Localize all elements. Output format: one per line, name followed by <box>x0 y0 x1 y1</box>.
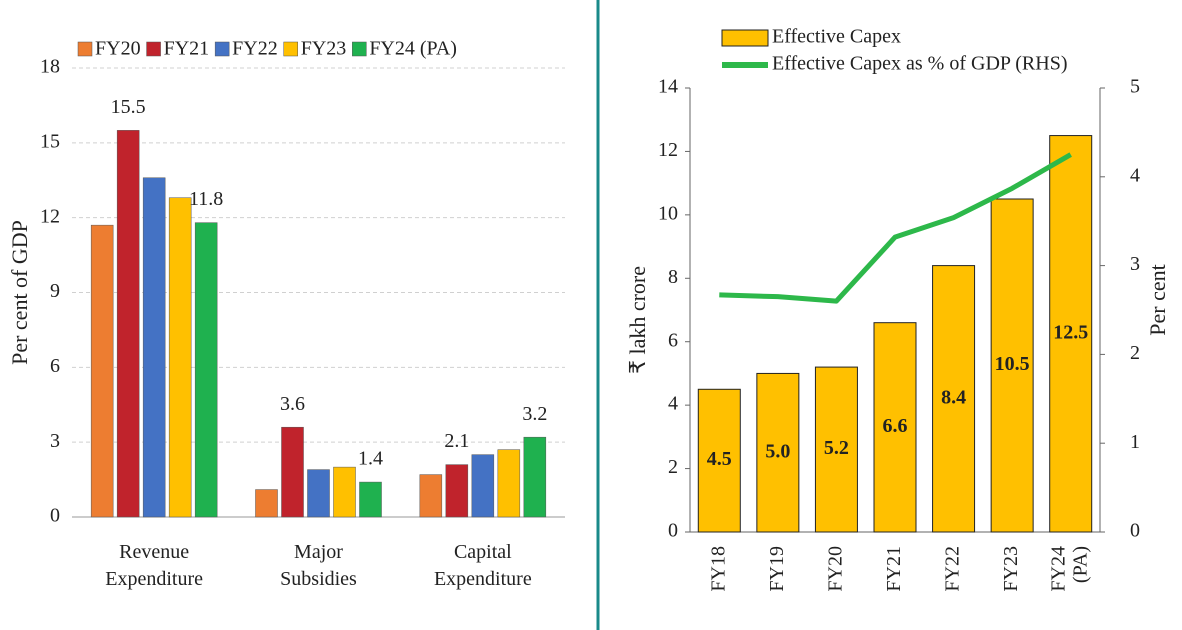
y2-tick-label: 4 <box>1130 164 1140 186</box>
legend-swatch <box>283 41 298 57</box>
y-tick-label: 3 <box>50 430 60 452</box>
legend-label: Effective Capex <box>772 26 901 48</box>
y2-tick-label: 5 <box>1130 76 1140 98</box>
x-tick-label: Revenue Expenditure <box>105 541 203 590</box>
bar <box>445 464 469 518</box>
x-tick-label: Major Subsidies <box>280 541 357 590</box>
x-tick-label: FY19 <box>765 546 787 592</box>
bar <box>168 197 192 518</box>
legend-label: FY20 <box>95 38 141 60</box>
data-label: 5.0 <box>765 440 790 462</box>
data-label: 3.2 <box>522 403 547 425</box>
y-tick-label: 4 <box>668 393 678 415</box>
y-tick-label: 15 <box>40 130 60 152</box>
bar <box>359 481 382 518</box>
x-tick-label-line: (PA) <box>1069 546 1091 583</box>
legend-label: FY21 <box>164 38 210 60</box>
y-tick-label: 14 <box>658 76 678 98</box>
bar <box>116 130 140 518</box>
y2-tick-label: 2 <box>1130 342 1140 364</box>
bar <box>142 177 166 518</box>
data-label: 10.5 <box>995 353 1030 375</box>
bar <box>873 322 917 533</box>
y-tick-label: 10 <box>658 202 678 224</box>
bar <box>523 436 547 518</box>
x-tick-label-line: FY20 <box>824 546 846 592</box>
bar <box>307 469 330 518</box>
data-label: 1.4 <box>358 448 383 470</box>
y-tick-label: 2 <box>668 456 678 478</box>
bar <box>756 372 800 533</box>
x-tick-label: FY24(PA) <box>1047 546 1091 592</box>
x-tick-label-line: FY23 <box>1000 546 1022 592</box>
data-label: 2.1 <box>444 430 469 452</box>
data-label: 15.5 <box>111 96 146 118</box>
y-tick-label: 8 <box>668 266 678 288</box>
x-tick-label: Capital Expenditure <box>434 541 532 590</box>
y-axis-label: ₹ lakh crore <box>625 266 650 374</box>
y-tick-label: 12 <box>40 205 60 227</box>
y2-axis-label: Per cent <box>1145 264 1170 335</box>
x-tick-label-line: FY24 <box>1047 546 1069 592</box>
x-tick-label-line: Capital <box>454 541 512 563</box>
y2-tick-label: 3 <box>1130 253 1140 275</box>
data-label: 3.6 <box>280 393 305 415</box>
x-tick-label-line: FY22 <box>941 546 963 592</box>
data-label: 8.4 <box>941 386 966 408</box>
legend-label: FY22 <box>232 38 278 60</box>
y-tick-label: 6 <box>50 355 60 377</box>
y-tick-label: 0 <box>668 520 678 542</box>
x-tick-label-line: Expenditure <box>434 568 532 590</box>
x-tick-label-line: Expenditure <box>105 568 203 590</box>
x-tick-label: FY21 <box>883 546 905 592</box>
legend-label: FY23 <box>301 38 347 60</box>
bar <box>990 198 1034 533</box>
y-tick-label: 6 <box>668 329 678 351</box>
data-label: 6.6 <box>883 415 908 437</box>
bar <box>497 449 521 518</box>
bar <box>90 224 114 518</box>
y-tick-label: 12 <box>658 139 678 161</box>
data-label: 5.2 <box>824 437 849 459</box>
x-tick-label: FY20 <box>824 546 846 592</box>
x-tick-label-line: Revenue <box>119 541 189 563</box>
y-tick-label: 0 <box>50 505 60 527</box>
x-tick-label-line: Subsidies <box>280 568 357 590</box>
bar <box>1049 135 1093 533</box>
bar <box>281 426 304 518</box>
line <box>719 152 1072 304</box>
legend-swatch <box>721 29 769 47</box>
bar <box>333 466 356 518</box>
x-tick-label-line: FY19 <box>765 546 787 592</box>
bar <box>697 388 741 533</box>
y2-tick-label: 1 <box>1130 431 1140 453</box>
y-tick-label: 9 <box>50 280 60 302</box>
x-tick-label-line: FY18 <box>707 546 729 592</box>
x-tick-label: FY22 <box>941 546 963 592</box>
legend-swatch <box>146 41 161 57</box>
legend-label: FY24 (PA) <box>369 38 457 60</box>
x-tick-label-line: Major <box>294 541 343 563</box>
y-axis-label: Per cent of GDP <box>7 220 32 365</box>
data-label: 11.8 <box>189 188 223 210</box>
data-label: 12.5 <box>1053 321 1088 343</box>
x-tick-label: FY18 <box>707 546 729 592</box>
x-tick-label-line: FY21 <box>883 546 905 592</box>
legend-swatch <box>352 41 367 57</box>
bar <box>932 265 976 533</box>
legend-swatch <box>77 41 93 57</box>
y2-tick-label: 0 <box>1130 520 1140 542</box>
bar <box>194 222 218 518</box>
legend-label: Effective Capex as % of GDP (RHS) <box>772 53 1068 75</box>
bar <box>471 454 495 518</box>
data-label: 4.5 <box>707 448 732 470</box>
legend-swatch <box>214 41 230 57</box>
bar <box>419 474 443 518</box>
y-tick-label: 18 <box>40 56 60 78</box>
bar <box>814 366 858 533</box>
bar <box>255 489 278 518</box>
x-tick-label: FY23 <box>1000 546 1022 592</box>
